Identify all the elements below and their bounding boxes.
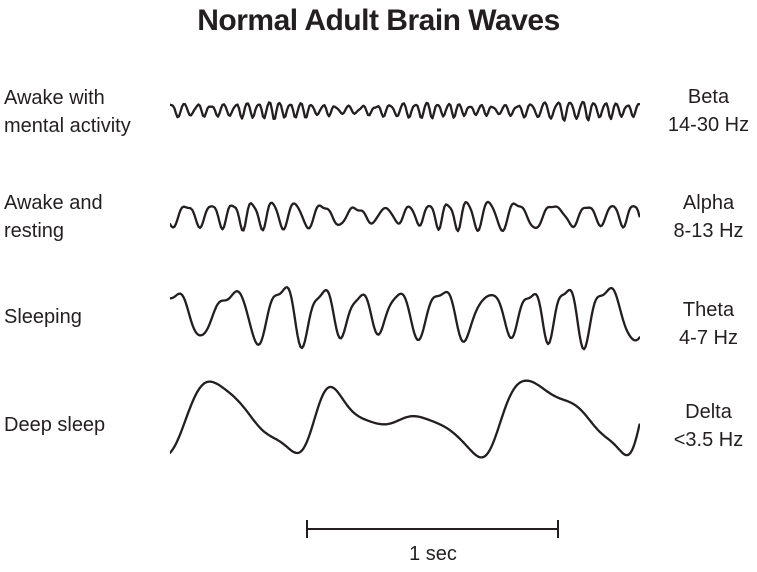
band-label-alpha: Alpha 8-13 Hz: [660, 189, 757, 245]
theta-wave-trace: [170, 286, 640, 351]
band-name: Theta: [682, 299, 735, 321]
scale-bar: [306, 520, 559, 538]
scale-bar-label: 1 sec: [409, 543, 457, 565]
band-frequency-range: 4-7 Hz: [679, 327, 738, 349]
condition-label-line: Awake with: [4, 87, 105, 109]
condition-label-theta: Sleeping: [4, 303, 172, 331]
condition-label-line: Sleeping: [4, 306, 82, 328]
condition-label-alpha: Awake and resting: [4, 189, 172, 245]
delta-wave-trace: [170, 379, 640, 459]
condition-label-line: Deep sleep: [4, 414, 106, 436]
condition-label-line: resting: [4, 220, 65, 242]
band-frequency-range: 8-13 Hz: [673, 220, 744, 242]
band-label-theta: Theta 4-7 Hz: [660, 296, 757, 352]
band-label-beta: Beta 14-30 Hz: [660, 83, 757, 139]
band-name: Delta: [685, 401, 732, 423]
condition-label-beta: Awake with mental activity: [4, 84, 172, 140]
band-label-delta: Delta <3.5 Hz: [660, 398, 757, 454]
page-title: Normal Adult Brain Waves: [197, 4, 560, 37]
band-name: Beta: [687, 86, 730, 108]
condition-label-delta: Deep sleep: [4, 411, 172, 439]
band-frequency-range: <3.5 Hz: [673, 429, 744, 451]
band-frequency-range: 14-30 Hz: [667, 114, 750, 136]
alpha-wave-trace: [170, 200, 640, 233]
condition-label-line: mental activity: [4, 115, 131, 137]
condition-label-line: Awake and: [4, 192, 103, 214]
band-name: Alpha: [682, 192, 735, 214]
beta-wave-trace: [170, 100, 640, 122]
